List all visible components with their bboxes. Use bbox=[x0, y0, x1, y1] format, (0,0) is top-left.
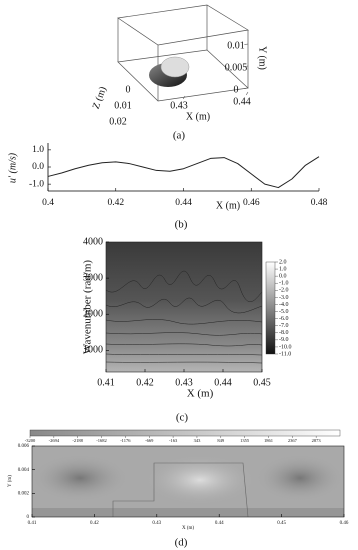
x-tick-label: 0.42 bbox=[107, 198, 124, 208]
axis-label: Wavenumber (rad/m) bbox=[82, 260, 94, 354]
x-tick-label: 0.48 bbox=[311, 198, 328, 208]
y-tick-label: 0.006 bbox=[18, 444, 30, 449]
x-tick-label: 0.46 bbox=[340, 521, 349, 526]
tick-mark bbox=[129, 87, 131, 89]
contour-lines bbox=[105, 270, 263, 364]
tick-mark bbox=[244, 65, 249, 67]
colorbar-label: -8.0 bbox=[279, 330, 289, 336]
colorbar-label: 1355 bbox=[240, 438, 250, 443]
tick-mark bbox=[124, 103, 126, 105]
y-tick-label: 3000 bbox=[83, 272, 103, 283]
x-tick-label: 0.43 bbox=[175, 377, 193, 388]
x-tick-label: 0.45 bbox=[277, 521, 286, 526]
x-tick-label: 0.44 bbox=[214, 377, 232, 388]
axis-label: X (m) bbox=[186, 111, 210, 122]
x-tick-label: 0.43 bbox=[152, 521, 161, 526]
colorbar-label: -6.0 bbox=[279, 316, 289, 322]
panel-title: (c) bbox=[176, 412, 189, 424]
y-tick-label: 1000 bbox=[83, 345, 103, 356]
axis-label: X (m) bbox=[187, 388, 214, 400]
axis-label: Y (m) bbox=[8, 475, 13, 487]
tick-mark bbox=[245, 91, 249, 96]
x-tick-label: 0.4 bbox=[42, 198, 54, 208]
colorbar-label: 849 bbox=[217, 438, 225, 443]
tick-label: 0.01 bbox=[227, 40, 245, 51]
y-tick-label: 0.004 bbox=[18, 468, 30, 473]
contour-field bbox=[106, 242, 262, 372]
contour-blob bbox=[255, 454, 345, 502]
colorbar-label: 2367 bbox=[288, 438, 298, 443]
colorbar-label: -2.0 bbox=[279, 288, 289, 294]
axis-label: X (m) bbox=[182, 526, 194, 531]
x-tick-label: 0.44 bbox=[215, 521, 224, 526]
tick-label: 0.02 bbox=[109, 116, 127, 127]
shape-light bbox=[160, 56, 190, 78]
colorbar-label: -7.0 bbox=[279, 323, 289, 329]
x-tick-label: 0.46 bbox=[243, 198, 260, 208]
colorbar-label: -1682 bbox=[96, 438, 107, 443]
y-tick-label: 4000 bbox=[83, 236, 103, 247]
colorbar-label: 2.0 bbox=[279, 259, 287, 265]
axis-label: X (m) bbox=[216, 200, 240, 211]
x-tick-label: 0.42 bbox=[136, 377, 154, 388]
axis-label: Y (m) bbox=[257, 46, 268, 70]
colorbar-label: 1.0 bbox=[279, 266, 287, 272]
x-tick-label: 0.41 bbox=[97, 377, 115, 388]
contour-blob bbox=[145, 455, 255, 505]
colorbar-label: -2188 bbox=[72, 438, 83, 443]
x-tick-label: 0.41 bbox=[28, 521, 37, 526]
tick-label: 0 bbox=[234, 84, 239, 95]
x-tick-label: 0.45 bbox=[253, 377, 271, 388]
contour-band bbox=[32, 508, 344, 517]
y-tick-label: 0 bbox=[27, 515, 30, 520]
tick-label: 0 bbox=[126, 84, 131, 95]
colorbar-label: 1861 bbox=[264, 438, 273, 443]
tick-label: 0.44 bbox=[233, 96, 251, 107]
axis-label: Z (m) bbox=[91, 85, 109, 110]
tick-mark bbox=[119, 119, 121, 121]
y-tick-label: 2000 bbox=[83, 309, 103, 320]
colorbar-label: -2694 bbox=[49, 438, 60, 443]
x-tick-label: 0.44 bbox=[175, 198, 192, 208]
colorbar bbox=[29, 429, 341, 437]
colorbar-label: 2873 bbox=[312, 438, 322, 443]
x-tick-label: 0.42 bbox=[90, 521, 99, 526]
tick-mark bbox=[182, 95, 186, 100]
tick-label: 0.01 bbox=[114, 100, 132, 111]
colorbar-label: -1176 bbox=[120, 438, 131, 443]
tick-mark bbox=[244, 43, 249, 45]
colorbar-label: 343 bbox=[194, 438, 202, 443]
colorbar-label: -11.0 bbox=[279, 351, 291, 357]
colorbar-label: -10.0 bbox=[279, 344, 292, 350]
colorbar-label: -163 bbox=[169, 438, 178, 443]
colorbar-label: -669 bbox=[145, 438, 154, 443]
y-tick-label: 0.002 bbox=[18, 491, 30, 496]
y-tick-label: 1.0 bbox=[32, 145, 44, 155]
colorbar-label: -9.0 bbox=[279, 337, 289, 343]
colorbar-label: -3200 bbox=[25, 438, 36, 443]
tick-label: 0.43 bbox=[170, 100, 188, 111]
axis-label: u' (m/s) bbox=[7, 152, 18, 183]
panel-title: (a) bbox=[173, 130, 186, 142]
colorbar-label: -5.0 bbox=[279, 309, 289, 315]
colorbar-label: 0.0 bbox=[279, 274, 287, 280]
y-tick-label: -1.0 bbox=[29, 179, 44, 189]
contour-blob bbox=[30, 454, 130, 502]
panel-title: (d) bbox=[175, 537, 188, 549]
plot-frame bbox=[31, 445, 345, 518]
colorbar-label: -4.0 bbox=[279, 302, 289, 308]
colorbar bbox=[265, 261, 276, 355]
interface-outline bbox=[112, 462, 249, 518]
colorbar-label: -3.0 bbox=[279, 295, 289, 301]
tick-label: 0.005 bbox=[225, 62, 248, 73]
y-tick-label: 0.0 bbox=[32, 162, 44, 172]
colorbar-label: -1.0 bbox=[279, 281, 289, 287]
panel-title: (b) bbox=[175, 219, 188, 231]
tick-mark bbox=[244, 87, 249, 89]
data-line bbox=[47, 156, 320, 189]
box-wireframe bbox=[117, 4, 249, 102]
